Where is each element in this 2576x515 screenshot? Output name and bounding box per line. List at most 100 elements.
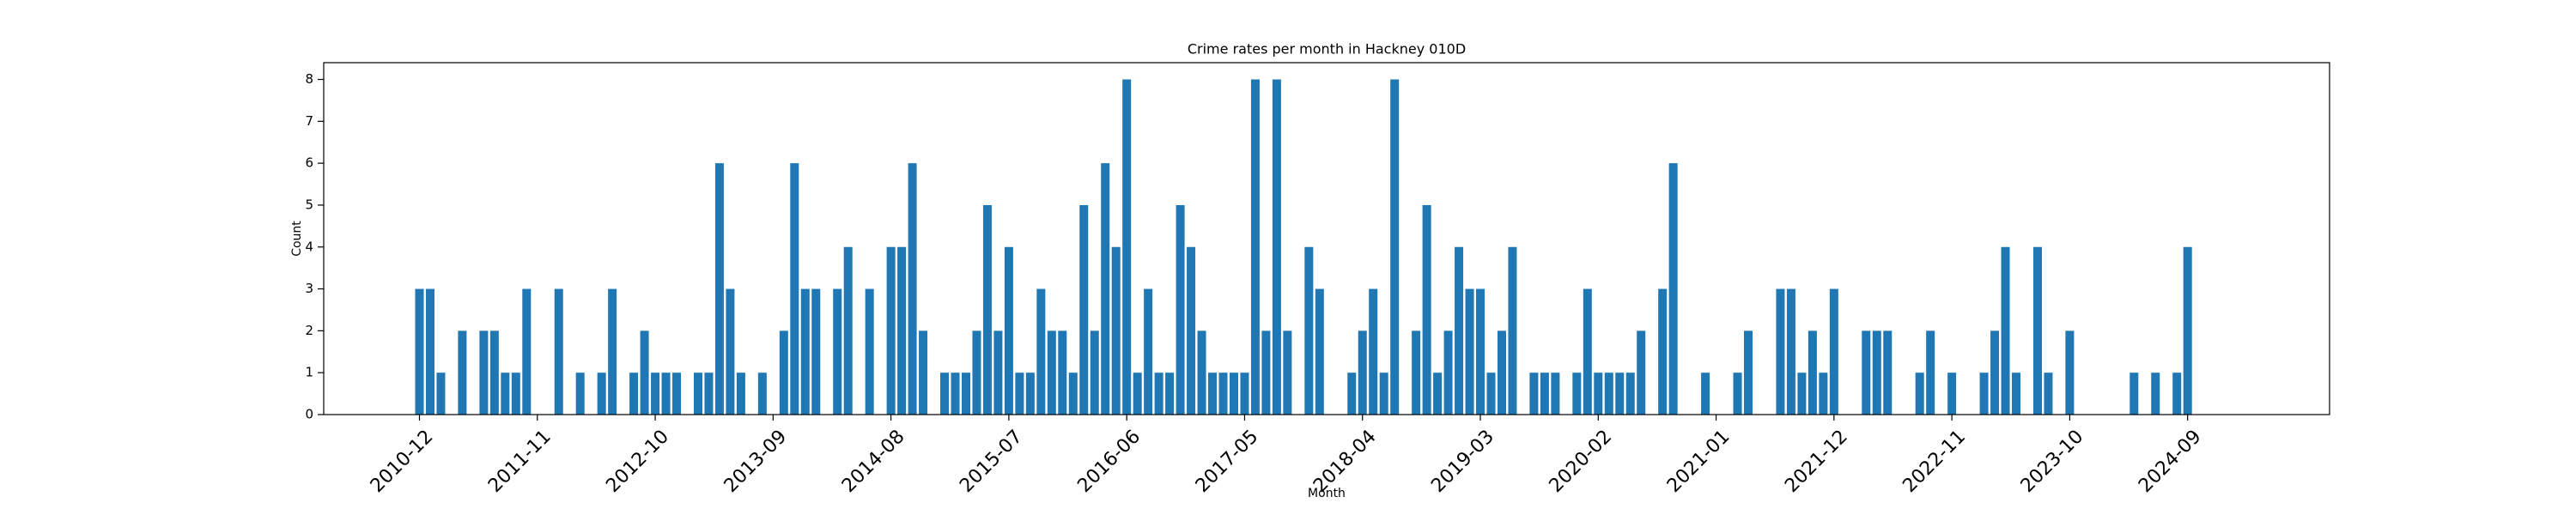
bar: [1455, 246, 1464, 415]
bar: [1476, 288, 1485, 415]
bar: [1004, 246, 1013, 415]
bar: [1250, 79, 1260, 415]
bar: [908, 163, 917, 415]
bar: [1829, 288, 1838, 415]
y-tick-label: 3: [305, 281, 313, 296]
y-tick-label: 0: [305, 407, 313, 422]
bar: [1176, 204, 1185, 415]
bar: [1797, 373, 1807, 415]
bar: [1379, 373, 1388, 415]
x-axis-label: Month: [1308, 487, 1346, 500]
bar: [1926, 330, 1935, 415]
y-tick-label: 1: [305, 365, 313, 380]
bar: [1240, 373, 1249, 415]
bar: [2129, 373, 2139, 415]
bar: [1486, 373, 1496, 415]
bar: [1915, 373, 1924, 415]
bar: [833, 288, 842, 415]
bar: [961, 373, 970, 415]
bar: [1036, 288, 1046, 415]
x-tick-label: 2021-01: [1663, 426, 1735, 497]
bar: [1079, 204, 1089, 415]
bar: [1807, 330, 1817, 415]
bar: [608, 288, 617, 415]
bar: [865, 288, 874, 415]
x-tick-label: 2022-11: [1899, 426, 1970, 497]
bar: [1058, 330, 1067, 415]
bar: [972, 330, 981, 415]
bar: [1615, 373, 1625, 415]
bar: [726, 288, 735, 415]
bar: [1347, 373, 1357, 415]
chart-title: Crime rates per month in Hackney 010D: [1188, 41, 1466, 58]
bar: [1111, 246, 1121, 415]
bar: [951, 373, 960, 415]
bar: [1133, 373, 1142, 415]
bar: [575, 373, 585, 415]
bar: [1218, 373, 1228, 415]
y-axis-label: Count: [290, 221, 304, 257]
bar: [1776, 288, 1785, 415]
bar: [436, 373, 446, 415]
x-tick-label: 2020-02: [1546, 426, 1617, 497]
bar: [425, 288, 434, 415]
x-tick-label: 2021-12: [1781, 426, 1852, 497]
bar: [1604, 373, 1613, 415]
bar: [1551, 373, 1560, 415]
bar: [1540, 373, 1549, 415]
bar: [1637, 330, 1646, 415]
bar: [672, 373, 682, 415]
bar: [1154, 373, 1163, 415]
bar: [2172, 373, 2182, 415]
bar: [1594, 373, 1603, 415]
bar: [1144, 288, 1153, 415]
bar: [1229, 373, 1238, 415]
y-tick-label: 2: [305, 323, 313, 338]
bar: [779, 330, 788, 415]
bar: [1068, 373, 1078, 415]
bar: [458, 330, 467, 415]
bar: [1165, 373, 1175, 415]
bar: [501, 373, 510, 415]
bar: [982, 204, 992, 415]
bar: [1272, 79, 1281, 415]
bar: [1433, 373, 1443, 415]
y-tick-label: 4: [305, 239, 313, 254]
x-tick-label: 2016-06: [1073, 426, 1145, 497]
x-tick-label: 2010-12: [367, 426, 438, 497]
bar: [2032, 246, 2042, 415]
bar: [2065, 330, 2075, 415]
x-tick-label: 2017-05: [1192, 426, 1263, 497]
bar: [415, 288, 424, 415]
bar: [757, 373, 767, 415]
bar: [2001, 246, 2010, 415]
bar: [1422, 204, 1431, 415]
x-tick-label: 2024-09: [2135, 426, 2206, 497]
bar: [2151, 373, 2160, 415]
bar: [736, 373, 745, 415]
x-tick-label: 2015-07: [956, 426, 1027, 497]
bar: [1990, 330, 2000, 415]
bar: [897, 246, 907, 415]
bar: [1862, 330, 1871, 415]
bar: [843, 246, 853, 415]
bar: [1979, 373, 1989, 415]
bar: [1261, 330, 1271, 415]
bar: [1369, 288, 1378, 415]
bar: [1872, 330, 1881, 415]
bar: [640, 330, 649, 415]
bar: [522, 288, 532, 415]
bar: [1465, 288, 1474, 415]
x-tick-label: 2014-08: [838, 426, 909, 497]
bar: [651, 373, 660, 415]
bar: [1412, 330, 1421, 415]
bar: [1390, 79, 1400, 415]
x-tick-label: 2019-03: [1427, 426, 1498, 497]
bar: [1668, 163, 1678, 415]
bar: [1187, 246, 1196, 415]
bar: [554, 288, 563, 415]
bar: [1658, 288, 1668, 415]
bar: [1283, 330, 1292, 415]
bar: [940, 373, 950, 415]
bar: [811, 288, 821, 415]
